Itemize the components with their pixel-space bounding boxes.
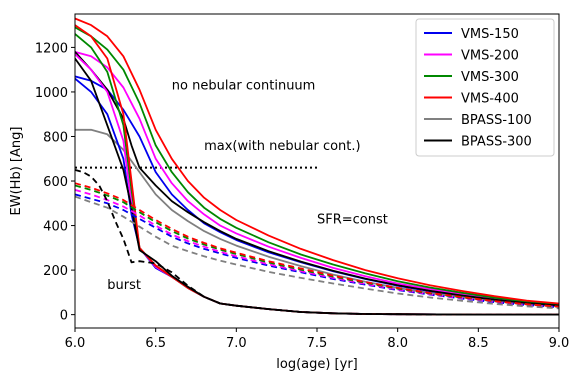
series-line-vms300-burst <box>75 184 559 308</box>
y-tick-label: 200 <box>43 264 68 279</box>
series-line-vms200-burst <box>75 189 559 308</box>
y-tick-label: 1000 <box>35 86 68 101</box>
x-tick-label: 6.5 <box>145 336 166 351</box>
x-tick-label: 6.0 <box>65 336 86 351</box>
legend-box <box>415 18 555 157</box>
annotation: max(with nebular cont.) <box>204 139 361 154</box>
series-layer <box>75 17 559 316</box>
x-tick-label: 7.5 <box>307 336 328 351</box>
legend: VMS-150 VMS-200 VMS-300 VMS-400 BPASS-100 BPA… <box>415 18 555 157</box>
series-line-bpass300-burst-steep <box>75 57 559 316</box>
annotation: SFR=const <box>317 212 388 227</box>
series-line-vms200-const <box>75 51 559 306</box>
x-axis-label: log(age) [yr] <box>276 357 358 372</box>
series-line-bpass300-burst <box>75 169 559 316</box>
y-tick-label: 800 <box>43 130 68 145</box>
series-line-vms300-const <box>75 26 559 306</box>
y-tick-label: 600 <box>43 175 68 190</box>
legend-label: VMS-400 <box>461 92 519 107</box>
x-tick-label: 8.0 <box>387 336 408 351</box>
y-tick-label: 400 <box>43 220 68 235</box>
annotation: burst <box>107 278 141 293</box>
legend-label: BPASS-300 <box>461 135 532 150</box>
series-line-vms400-const <box>75 17 559 305</box>
annotations: no nebular continuum max(with nebular con… <box>107 79 388 293</box>
y-tick-label: 1200 <box>35 41 68 56</box>
x-tick-label: 8.5 <box>468 336 489 351</box>
series-line-vms400-burst <box>75 182 559 308</box>
x-tick-label: 7.0 <box>226 336 247 351</box>
series-line-vms150-burst <box>75 193 559 309</box>
legend-label: VMS-300 <box>461 70 519 85</box>
series-line-bpass300-const <box>75 51 559 307</box>
axes-layer: 6.0 6.5 7.0 7.5 8.0 8.5 9.0 0 200 400 600 800 1000 12… <box>35 41 569 351</box>
y-tick-label: 0 <box>60 309 68 324</box>
y-axis-label: EW(Hb) [Ang] <box>9 127 24 216</box>
legend-label: VMS-150 <box>461 27 519 42</box>
x-tick-label: 9.0 <box>549 336 570 351</box>
legend-label: VMS-200 <box>461 49 519 64</box>
series-line-bpass100-burst <box>75 195 559 310</box>
legend-label: BPASS-100 <box>461 113 532 128</box>
annotation: no nebular continuum <box>172 79 316 94</box>
